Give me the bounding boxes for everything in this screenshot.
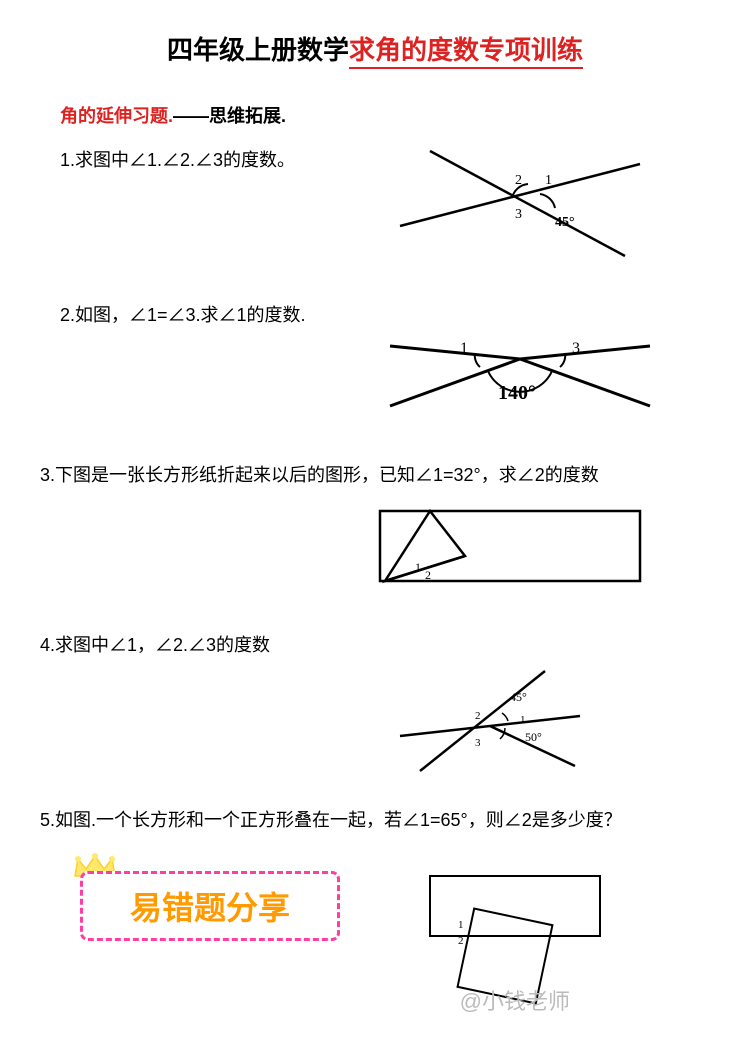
diag1-angle: 45° (555, 215, 575, 230)
problem-5-text: 5.如图.一个长方形和一个正方形叠在一起，若∠1=65°，则∠2是多少度？ (40, 806, 710, 835)
diag1-label-2: 2 (515, 173, 522, 188)
page-title: 四年级上册数学求角的度数专项训练 (40, 30, 710, 67)
diag4-angle1: 45° (510, 690, 527, 704)
diag1-label-3: 3 (515, 207, 522, 222)
diag4-label-2: 2 (475, 710, 481, 722)
subtitle-red: 角的延伸习题. (60, 106, 173, 126)
diag3-label-1: 1 (415, 560, 421, 574)
diag3-label-2: 2 (425, 568, 431, 582)
diag2-label-3: 3 (572, 340, 580, 357)
problem-4: 4.求图中∠1，∠2.∠3的度数 45° 1 2 3 50° (40, 631, 710, 786)
diag2-label-1: 1 (460, 340, 468, 357)
diagram-3: 1 2 (370, 496, 650, 591)
watermark: @小钱老师 (460, 984, 570, 1016)
diag4-label-3: 3 (475, 737, 481, 749)
diag2-angle: 140° (498, 382, 536, 404)
diag4-angle2: 50° (525, 730, 542, 744)
diag5-label-1: 1 (458, 919, 464, 931)
problem-2: 2.如图，∠1=∠3.求∠1的度数. 1 3 140° (40, 301, 710, 441)
diagram-1: 1 2 3 45° (390, 136, 650, 266)
problem-1: 1.求图中∠1.∠2.∠3的度数。 1 2 3 45° (40, 146, 710, 281)
diag4-label-1: 1 (520, 714, 526, 726)
diagram-2: 1 3 140° (380, 311, 660, 421)
title-black: 四年级上册数学 (167, 35, 349, 65)
share-badge: 易错题分享 (80, 871, 340, 941)
title-red: 求角的度数专项训练 (349, 35, 583, 69)
diag5-label-2: 2 (458, 935, 464, 947)
problem-3: 3.下图是一张长方形纸折起来以后的图形，已知∠1=32°，求∠2的度数 1 2 (40, 461, 710, 611)
subtitle-black: ——思维拓展. (173, 106, 286, 126)
diag1-label-1: 1 (545, 173, 552, 188)
diagram-4: 45° 1 2 3 50° (390, 661, 590, 781)
badge-text: 易错题分享 (130, 883, 290, 929)
problem-4-text: 4.求图中∠1，∠2.∠3的度数 (40, 631, 710, 660)
problem-3-text: 3.下图是一张长方形纸折起来以后的图形，已知∠1=32°，求∠2的度数 (40, 461, 710, 490)
subtitle: 角的延伸习题.——思维拓展. (60, 102, 710, 128)
